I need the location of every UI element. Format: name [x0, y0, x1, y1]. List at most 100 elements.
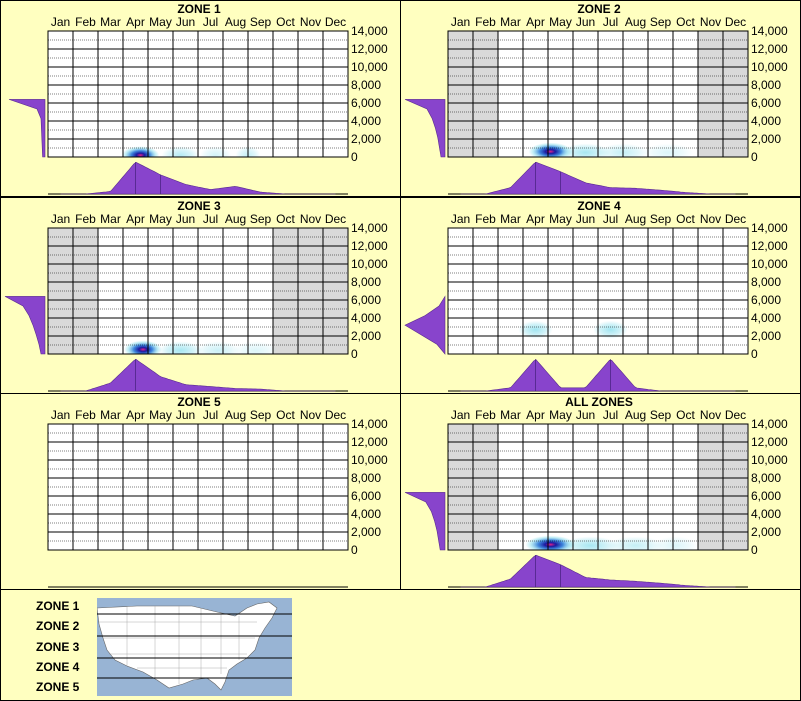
density-blob [518, 320, 553, 339]
month-label-jan: Jan [451, 408, 470, 422]
month-label-may: May [549, 15, 572, 29]
month-label-sep: Sep [250, 408, 272, 422]
elevation-distribution [404, 99, 446, 158]
month-label-jun: Jun [576, 408, 595, 422]
month-distribution [460, 554, 736, 588]
elevation-distribution [4, 296, 46, 355]
y-tick-label: 14,000 [751, 24, 788, 38]
y-tick-label: 8,000 [751, 78, 781, 92]
month-label-mar: Mar [500, 15, 521, 29]
inactive-month-oct [273, 228, 298, 354]
zone-chart-svg: ZONE 1 Jan Feb Mar Apr May Jun Jul Aug Sep Oct Nov D… [8, 2, 388, 195]
zone-map [97, 598, 292, 696]
y-tick-label: 10,000 [351, 60, 388, 74]
month-label-jul: Jul [603, 408, 618, 422]
y-tick-label: 4,000 [351, 114, 381, 128]
month-label-jun: Jun [576, 15, 595, 29]
y-tick-label: 2,000 [751, 329, 781, 343]
month-label-jan: Jan [451, 15, 470, 29]
legend-zone-5-label: ZONE 5 [36, 680, 80, 694]
zone-chart-svg: ZONE 2 Jan Feb Mar Apr May Jun Jul Aug Sep Oct Nov D… [404, 2, 788, 195]
y-tick-label: 10,000 [751, 257, 788, 271]
month-label-aug: Aug [225, 408, 246, 422]
y-tick-label: 6,000 [351, 293, 381, 307]
zone-panel-3: ZONE 3 Jan Feb Mar Apr May Jun Jul Aug Sep Oct Nov D… [0, 197, 401, 394]
y-tick-label: 0 [351, 150, 358, 164]
month-distribution [460, 359, 736, 392]
month-label-aug: Aug [225, 212, 246, 226]
month-label-oct: Oct [676, 15, 695, 29]
month-label-mar: Mar [100, 212, 121, 226]
y-tick-label: 14,000 [351, 24, 388, 38]
month-label-dec: Dec [325, 15, 346, 29]
zone-title: ZONE 1 [177, 2, 221, 16]
month-label-mar: Mar [100, 408, 121, 422]
density-blob [653, 536, 698, 550]
plot-border [447, 423, 749, 551]
legend-zone-3-label: ZONE 3 [36, 640, 80, 654]
y-tick-label: 14,000 [751, 221, 788, 235]
density-layer [528, 142, 693, 157]
month-label-oct: Oct [676, 408, 695, 422]
y-tick-label: 2,000 [751, 132, 781, 146]
zone-chart-svg: ZONE 4 Jan Feb Mar Apr May Jun Jul Aug Sep Oct Nov D… [404, 199, 788, 392]
month-label-nov: Nov [300, 212, 321, 226]
month-label-mar: Mar [500, 408, 521, 422]
zone-title: ZONE 5 [177, 395, 221, 409]
y-tick-label: 8,000 [751, 471, 781, 485]
y-tick-label: 4,000 [751, 114, 781, 128]
y-tick-label: 2,000 [751, 525, 781, 539]
month-label-feb: Feb [475, 212, 496, 226]
elevation-distribution [404, 492, 446, 551]
y-tick-label: 12,000 [351, 435, 388, 449]
y-tick-label: 4,000 [751, 507, 781, 521]
legend-zone-2-label: ZONE 2 [36, 619, 80, 633]
inactive-month-dec [723, 424, 748, 550]
plot-border [47, 30, 349, 158]
month-label-nov: Nov [300, 408, 321, 422]
month-label-dec: Dec [725, 212, 746, 226]
y-tick-label: 12,000 [751, 42, 788, 56]
zone-title: ZONE 4 [577, 199, 621, 213]
month-label-jun: Jun [176, 408, 195, 422]
month-label-apr: Apr [526, 408, 545, 422]
month-label-jul: Jul [203, 212, 218, 226]
y-tick-label: 8,000 [351, 471, 381, 485]
density-blob [124, 340, 162, 354]
density-blob [121, 146, 160, 157]
month-distribution [60, 359, 336, 392]
inactive-month-feb [473, 31, 498, 157]
density-layer [518, 320, 628, 339]
month-label-feb: Feb [475, 408, 496, 422]
density-layer [525, 535, 698, 550]
month-label-sep: Sep [650, 408, 672, 422]
month-label-oct: Oct [676, 212, 695, 226]
y-tick-label: 8,000 [751, 275, 781, 289]
y-tick-label: 4,000 [351, 311, 381, 325]
month-label-oct: Oct [276, 212, 295, 226]
month-label-sep: Sep [650, 212, 672, 226]
y-tick-label: 8,000 [351, 78, 381, 92]
y-tick-label: 8,000 [351, 275, 381, 289]
month-label-may: May [549, 212, 572, 226]
month-label-nov: Nov [700, 15, 721, 29]
y-tick-label: 10,000 [351, 453, 388, 467]
month-distribution [460, 161, 736, 195]
y-tick-label: 4,000 [351, 507, 381, 521]
month-label-jun: Jun [576, 212, 595, 226]
inactive-month-dec [323, 228, 348, 354]
y-tick-label: 12,000 [751, 239, 788, 253]
y-tick-label: 6,000 [751, 293, 781, 307]
month-label-jul: Jul [203, 408, 218, 422]
y-tick-label: 6,000 [751, 489, 781, 503]
month-label-dec: Dec [325, 408, 346, 422]
month-label-jul: Jul [603, 15, 618, 29]
plot-border [447, 30, 749, 158]
month-label-oct: Oct [276, 15, 295, 29]
plot-border [47, 227, 349, 355]
density-blob [161, 146, 200, 157]
zone-chart-svg: ZONE 3 Jan Feb Mar Apr May Jun Jul Aug Sep Oct Nov D… [4, 199, 388, 392]
y-tick-label: 14,000 [351, 221, 388, 235]
month-label-apr: Apr [126, 15, 145, 29]
